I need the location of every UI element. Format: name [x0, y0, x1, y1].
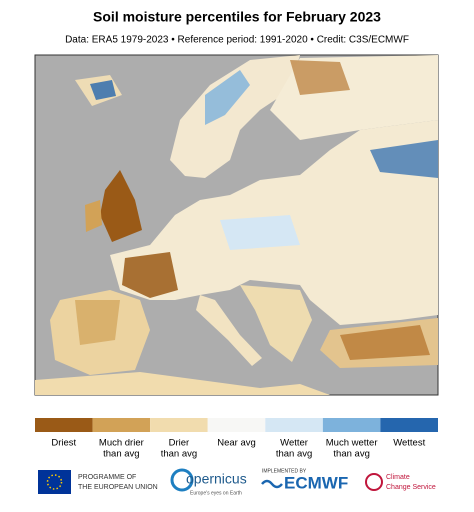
- ecmwf-note: IMPLEMENTED BY: [262, 468, 307, 474]
- copernicus-text: opernicus: [186, 471, 247, 487]
- legend-label: than avg: [333, 449, 369, 460]
- title: Soil moisture percentiles for February 2…: [93, 9, 381, 25]
- c3s-text: Change Service: [386, 484, 436, 491]
- eu-flag: [38, 470, 71, 494]
- legend-label: than avg: [276, 449, 312, 460]
- c3s-text: Climate: [386, 474, 410, 481]
- logos: PROGRAMME OF THE EUROPEAN UNION opernicu…: [38, 468, 436, 496]
- eu-text: THE EUROPEAN UNION: [78, 484, 158, 491]
- ecmwf-text: ECMWF: [284, 473, 348, 492]
- legend-swatch: [150, 418, 208, 432]
- legend-swatch: [92, 418, 151, 432]
- legend-label: Wetter: [280, 438, 308, 449]
- eu-text: PROGRAMME OF: [78, 474, 136, 481]
- copernicus-icon: [170, 468, 194, 492]
- legend-label: than avg: [103, 449, 139, 460]
- map: [34, 54, 439, 396]
- legend-swatch: [265, 418, 323, 432]
- legend-label: Drier: [169, 438, 190, 449]
- legend-swatch: [35, 418, 93, 432]
- subtitle: Data: ERA5 1979-2023 • Reference period:…: [65, 35, 409, 46]
- legend-label: Much wetter: [326, 438, 378, 449]
- legend-label: Driest: [51, 438, 76, 449]
- copernicus-tagline: Europe's eyes on Earth: [190, 490, 242, 496]
- legend-label: than avg: [161, 449, 197, 460]
- legend-swatch: [207, 418, 266, 432]
- legend-label: Much drier: [99, 438, 144, 449]
- legend-label: Wettest: [393, 438, 425, 449]
- c3s-icon: [365, 473, 383, 491]
- legend-label: Near avg: [217, 438, 256, 449]
- legend-swatch: [380, 418, 438, 432]
- legend-swatch: [322, 418, 381, 432]
